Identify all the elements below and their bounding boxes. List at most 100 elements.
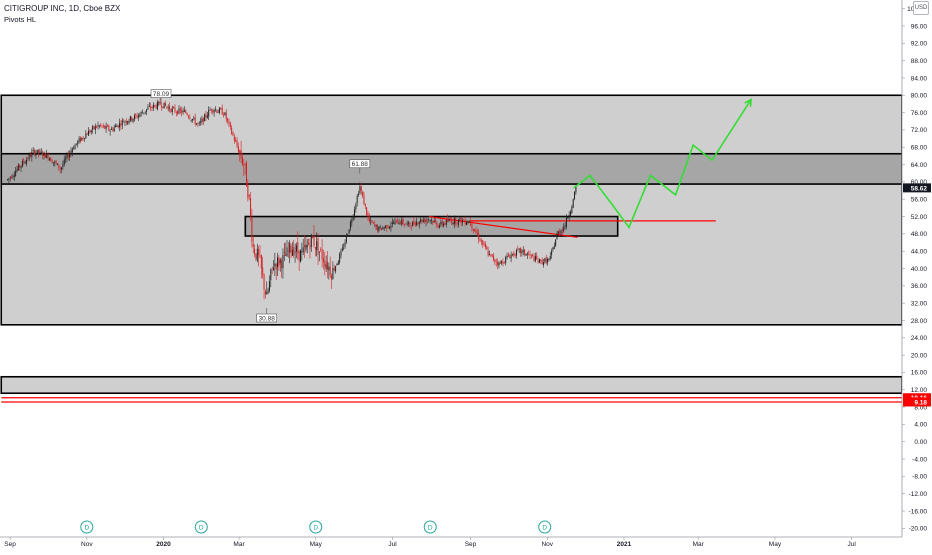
candle-body (455, 218, 457, 224)
candle-body (352, 215, 354, 220)
candle-body (532, 254, 534, 256)
y-tick-label-28: 92.00 (911, 41, 928, 48)
candle-body (71, 149, 73, 153)
currency-button[interactable]: USD (913, 1, 929, 15)
candle-body (69, 153, 71, 158)
candle-body (542, 262, 544, 266)
candle-body (255, 253, 257, 259)
time-axis-bg (0, 537, 932, 550)
candle-body (44, 153, 46, 158)
candle-body (574, 191, 576, 199)
candle-body (146, 109, 148, 112)
candle-body (291, 249, 293, 256)
candle-body (173, 106, 175, 109)
candle-body (275, 263, 277, 270)
candle-body (522, 250, 524, 252)
candle-body (474, 229, 476, 232)
candle-body (194, 117, 196, 125)
candle-body (460, 217, 462, 224)
candle-body (169, 106, 171, 110)
x-tick-label-2: 2020 (156, 541, 171, 548)
y-tick-label-7: 8.00 (914, 404, 927, 411)
candle-body (533, 256, 535, 262)
candle-body (571, 207, 573, 214)
zone-0 (0, 94, 903, 326)
candle-body (136, 115, 138, 118)
candle-body (83, 138, 85, 139)
candle-body (530, 254, 532, 256)
pivot-label-box (150, 89, 172, 98)
candle-body (463, 220, 465, 222)
candle-body (159, 101, 161, 105)
candle-body (287, 250, 289, 252)
candle-body (151, 107, 153, 109)
candle-body (281, 260, 283, 269)
candle-body (382, 227, 384, 229)
candle-body (152, 104, 154, 109)
candle-body (231, 127, 233, 134)
candle-body (274, 263, 276, 267)
projection-line (573, 99, 752, 229)
candle-body (401, 219, 403, 225)
candle-body (166, 106, 168, 108)
currency-label: USD (914, 5, 928, 11)
x-tick-label-8: 2021 (617, 541, 632, 548)
candle-body (290, 245, 292, 253)
candle-body (308, 242, 310, 245)
candle-body (322, 258, 324, 263)
candle-body (306, 245, 308, 248)
candle-body (266, 292, 268, 295)
candle-body (480, 240, 482, 242)
candle-body (237, 146, 239, 152)
x-tick-label-10: May (769, 541, 782, 548)
candle-body (263, 274, 265, 290)
candle-body (525, 254, 527, 256)
candle-body (318, 251, 320, 253)
candle-body (32, 150, 34, 152)
candle-body (205, 113, 207, 117)
candle-body (289, 242, 291, 253)
candle-body (170, 108, 172, 112)
dividend-marker-0 (80, 520, 94, 534)
price-tag-2 (903, 397, 931, 407)
candle-body (66, 154, 68, 159)
candle-body (123, 121, 125, 123)
candle-body (137, 115, 139, 118)
candle-body (499, 263, 501, 264)
candle-body (360, 186, 362, 192)
candle-body (247, 184, 249, 199)
y-tick-label-26: 84.00 (911, 75, 928, 82)
candle-body (82, 137, 84, 139)
candle-body (202, 117, 204, 123)
candle-body (94, 126, 96, 130)
candle-body (88, 130, 90, 136)
candle-body (353, 209, 355, 216)
candle-body (434, 219, 436, 223)
candle-body (443, 223, 445, 227)
candle-body (304, 245, 306, 248)
candle-body (163, 102, 165, 109)
candle-body (493, 255, 495, 261)
x-tick-label-3: Mar (233, 541, 245, 548)
candle-body (324, 260, 326, 267)
candle-body (345, 235, 347, 242)
candle-body (236, 140, 238, 147)
y-tick-label-21: 64.00 (911, 162, 928, 169)
candle-body (164, 103, 166, 106)
candle-body (177, 111, 179, 115)
candle-body (399, 222, 401, 224)
candle-body (395, 219, 397, 221)
candle-body (402, 218, 404, 224)
candle-body (364, 203, 366, 207)
candle-body (158, 101, 160, 103)
candle-body (150, 106, 152, 109)
candle-body (405, 223, 407, 225)
candle-body (15, 171, 17, 177)
candle-body (175, 112, 177, 113)
candle-body (416, 221, 418, 226)
candle-body (567, 217, 569, 219)
candle-body (294, 251, 296, 253)
candle-body (221, 108, 223, 115)
